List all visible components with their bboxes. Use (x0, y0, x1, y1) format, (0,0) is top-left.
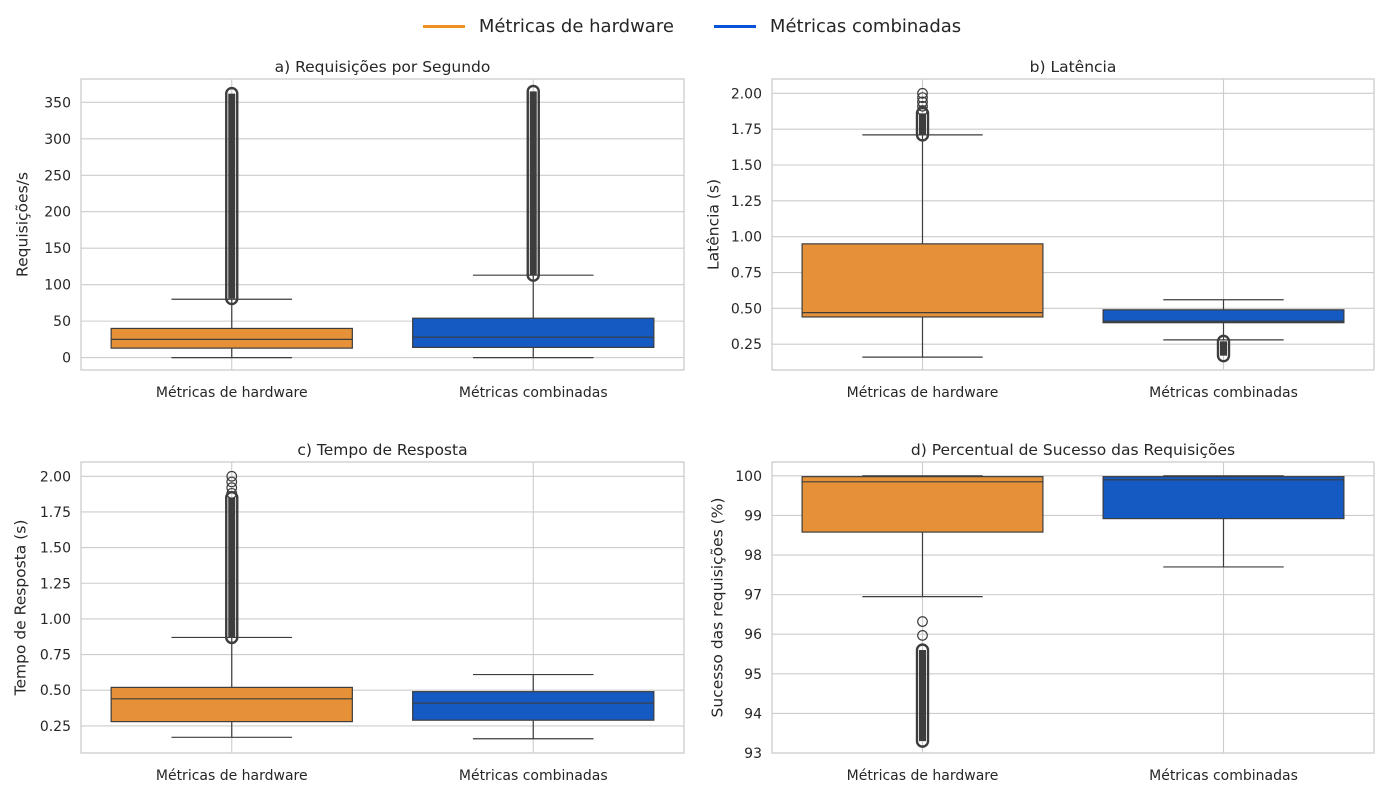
y-tick-label: 0.50 (731, 301, 762, 317)
outlier-point (917, 105, 928, 116)
x-tick-label: Métricas combinadas (459, 768, 608, 784)
box (412, 691, 655, 721)
y-tick-label: 1.25 (731, 194, 762, 210)
y-tick-label: 50 (53, 314, 71, 330)
y-tick-label: 99 (744, 508, 762, 524)
outlier-point (917, 96, 928, 108)
outlier-cluster (225, 86, 239, 306)
y-axis-label: Requisições/s (13, 172, 31, 277)
y-tick-label: 1.25 (40, 576, 71, 592)
y-tick-label: 93 (744, 746, 762, 762)
chart-title: c) Tempo de Resposta (297, 441, 467, 459)
box (110, 686, 353, 723)
y-tick-label: 0.50 (40, 683, 71, 699)
outlier-point (917, 100, 928, 112)
y-tick-label: 1.75 (40, 505, 71, 521)
legend-item-hardware: Métricas de hardware (422, 15, 674, 37)
plot-frame (80, 461, 685, 754)
y-tick-label: 95 (744, 667, 762, 683)
y-tick-label: 100 (44, 278, 71, 294)
y-axis-label: Sucesso das requisições (%) (708, 498, 726, 718)
x-tick-label: Métricas de hardware (847, 768, 999, 784)
outlier-cluster (915, 643, 930, 748)
outlier-point (226, 487, 238, 499)
x-tick-label: Métricas de hardware (156, 385, 308, 401)
y-tick-label: 1.00 (40, 612, 71, 628)
chart-tempo-resposta: 0.25 0.50 0.75 1.00 1.25 1.50 1.75 2.00 Métricas… (11, 441, 685, 784)
outlier-point (917, 616, 928, 627)
box (110, 327, 353, 349)
y-tick-label: 1.50 (40, 541, 71, 557)
y-tick-label: 97 (744, 588, 762, 604)
y-tick-label: 1.00 (731, 230, 762, 246)
box (1102, 309, 1345, 324)
legend-item-combinadas: Métricas combinadas (713, 15, 962, 37)
x-tick-label: Métricas de hardware (847, 385, 999, 401)
plot-frame (80, 78, 685, 371)
outlier-cluster (915, 106, 930, 142)
outlier-point (226, 470, 238, 482)
outlier-point (226, 482, 238, 494)
y-tick-label: 96 (744, 627, 762, 643)
outlier-point (917, 87, 928, 99)
chart-title: d) Percentual de Sucesso das Requisições (911, 441, 1235, 459)
outlier-point (226, 476, 238, 488)
box (1102, 476, 1345, 520)
x-tick-label: Métricas de hardware (156, 768, 308, 784)
legend-swatch-combinadas (713, 24, 756, 28)
outlier-point (917, 630, 928, 641)
y-tick-label: 0 (62, 351, 71, 367)
y-tick-label: 100 (735, 469, 762, 485)
y-tick-label: 98 (744, 548, 762, 564)
y-tick-label: 2.00 (40, 469, 71, 485)
x-tick-label: Métricas combinadas (1149, 385, 1298, 401)
chart-title: b) Latência (1030, 58, 1117, 76)
y-tick-label: 250 (44, 168, 71, 184)
y-tick-label: 0.75 (731, 266, 762, 282)
outlier-cluster (1216, 334, 1231, 363)
plot-frame (771, 78, 1375, 371)
y-tick-label: 1.75 (731, 122, 762, 138)
x-tick-label: Métricas combinadas (1149, 768, 1298, 784)
y-tick-label: 0.25 (731, 337, 762, 353)
y-tick-label: 300 (44, 132, 71, 148)
legend-label-combinadas: Métricas combinadas (769, 15, 962, 37)
legend-swatch-hardware (422, 24, 465, 28)
y-tick-label: 94 (744, 706, 762, 722)
y-axis-label: Tempo de Resposta (s) (11, 520, 29, 697)
chart-sucesso: 93 94 95 96 97 98 99 100 Métricas de hardware Mét… (708, 441, 1375, 784)
outlier-cluster (526, 84, 540, 282)
y-tick-label: 0.25 (40, 719, 71, 735)
box (412, 317, 655, 348)
x-tick-label: Métricas combinadas (459, 385, 608, 401)
y-tick-label: 150 (44, 241, 71, 257)
chart-requisicoes: 0 50 100 150 200 250 300 350 Métricas de hardwar… (13, 58, 685, 401)
y-tick-label: 350 (44, 95, 71, 111)
y-axis-label: Latência (s) (704, 179, 722, 270)
outlier-point (917, 92, 928, 104)
y-tick-label: 200 (44, 205, 71, 221)
y-tick-label: 2.00 (731, 86, 762, 102)
plot-frame (771, 461, 1375, 754)
box (801, 243, 1044, 318)
chart-title: a) Requisições por Segundo (275, 58, 491, 76)
chart-latencia: 0.25 0.50 0.75 1.00 1.25 1.50 1.75 2.00 Métricas… (704, 58, 1375, 401)
y-tick-label: 1.50 (731, 158, 762, 174)
y-tick-label: 0.75 (40, 648, 71, 664)
legend: Métricas de hardware Métricas combinadas (0, 10, 1384, 42)
legend-label-hardware: Métricas de hardware (478, 15, 674, 37)
box (801, 476, 1044, 533)
